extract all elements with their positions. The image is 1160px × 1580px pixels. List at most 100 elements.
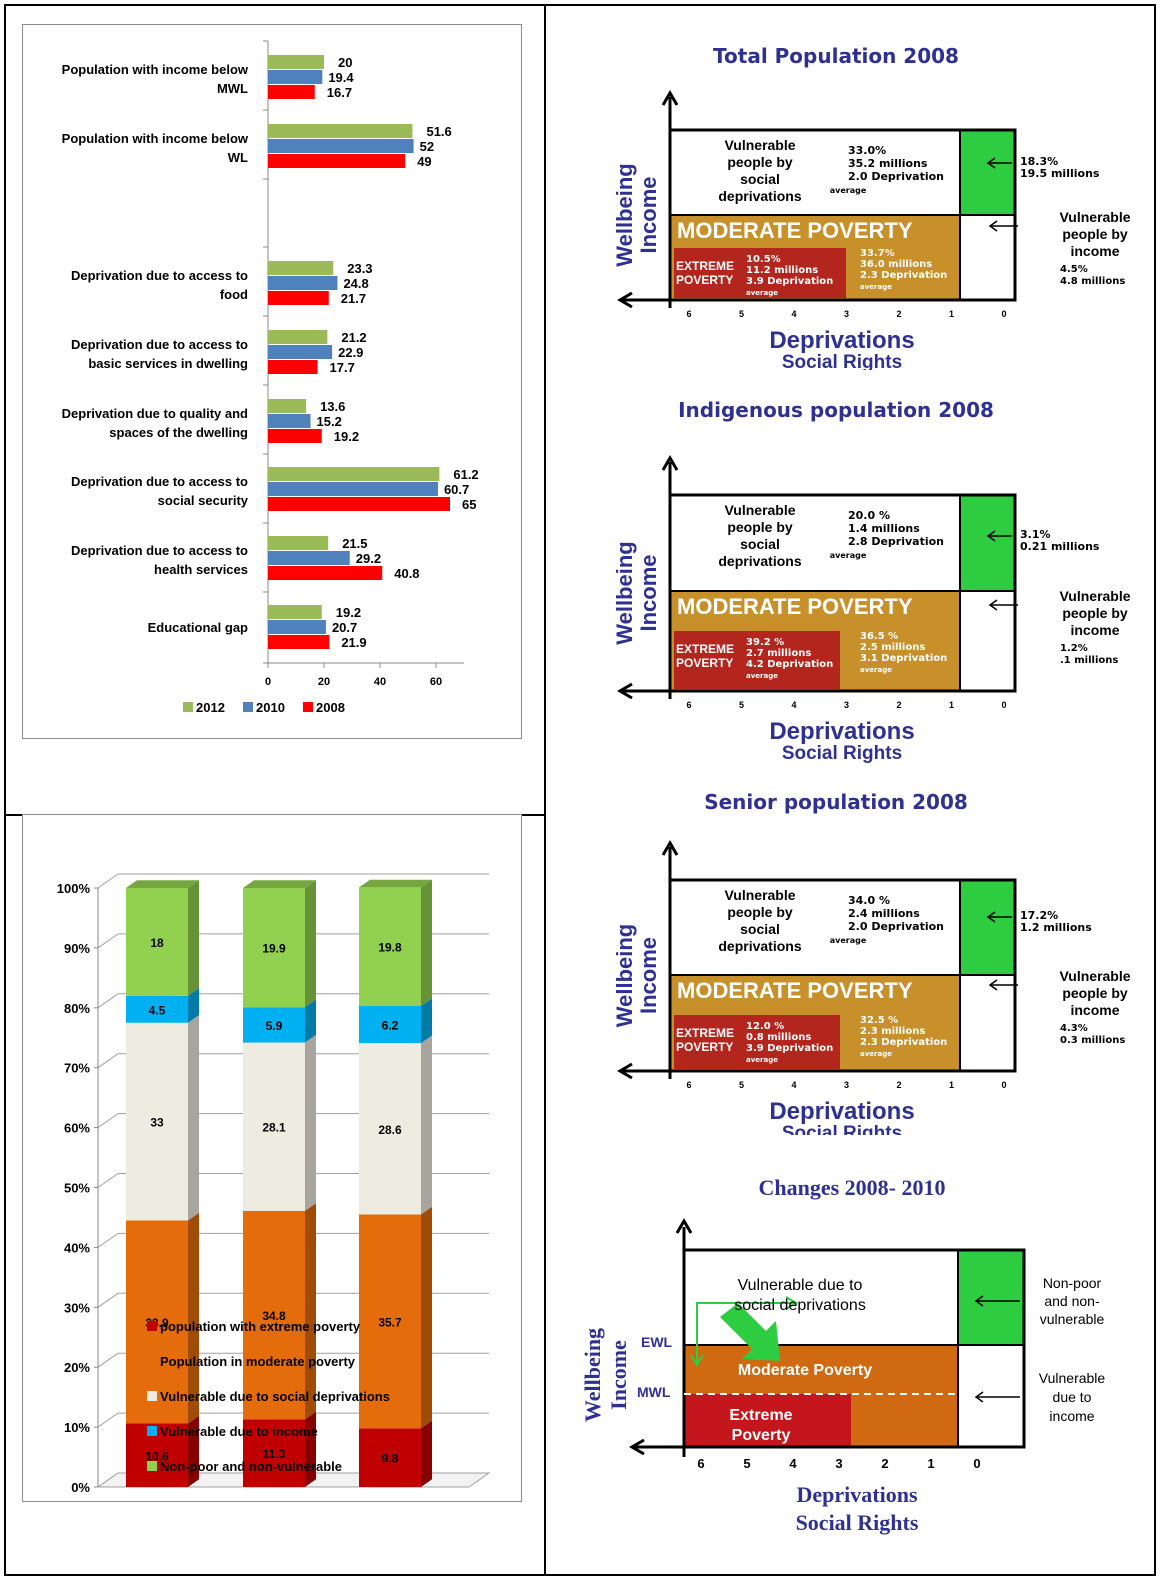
deprivation-tick: 4 bbox=[791, 1080, 796, 1090]
vulnerable-social-label: deprivations bbox=[718, 938, 801, 954]
vulnerable-social-label: Vulnerable due to bbox=[738, 1277, 863, 1294]
vulnerable-income-label: Vulnerable bbox=[1059, 968, 1130, 984]
bar-side-1 bbox=[305, 1203, 316, 1420]
y-axis-label: Wellbeing bbox=[612, 541, 637, 645]
x-axis-label: Deprivations bbox=[797, 1482, 918, 1507]
moderate-poverty-stat: 2.3 Deprivation bbox=[860, 1037, 947, 1048]
arrow-head-left bbox=[617, 1062, 633, 1080]
deprivation-tick: 6 bbox=[686, 700, 691, 710]
extreme-poverty-stat: 0.8 millions bbox=[746, 1032, 811, 1043]
segment-label: 6.2 bbox=[382, 1019, 399, 1033]
diagram-indigenous-population: Indigenous population 2008Vulnerablepeop… bbox=[612, 398, 1131, 764]
moderate-poverty-stat: 36.5 % bbox=[860, 631, 898, 642]
deprivation-tick: 4 bbox=[791, 309, 796, 319]
bar-side-2 bbox=[421, 1035, 432, 1215]
bar-segment-2 bbox=[243, 1042, 305, 1211]
segment-label: 11.3 bbox=[263, 1447, 286, 1461]
vulnerable-social-label: people by bbox=[727, 904, 793, 920]
arrow-head-up bbox=[661, 840, 679, 856]
non-poor-stat: 1.2 millions bbox=[1020, 921, 1092, 934]
extreme-poverty-label: EXTREME bbox=[676, 259, 734, 273]
changes-title: Changes 2008- 2010 bbox=[758, 1175, 945, 1200]
pointer-arrow-head bbox=[974, 1295, 984, 1307]
extreme-poverty-label: POVERTY bbox=[676, 273, 733, 287]
bar-segment-1 bbox=[243, 1210, 305, 1420]
segment-label: 34.8 bbox=[262, 1309, 286, 1323]
x-axis-label: Social Rights bbox=[796, 1510, 919, 1535]
moderate-poverty-stat: 2.5 millions bbox=[860, 642, 925, 653]
data-label: 23.3 bbox=[347, 261, 372, 276]
y-axis-label-group: Wellbeing Income bbox=[612, 163, 661, 267]
y-tick-label: 40% bbox=[64, 1240, 90, 1255]
data-label: 65 bbox=[462, 497, 476, 512]
bar-2010 bbox=[268, 70, 323, 84]
deprivation-tick: 5 bbox=[739, 309, 744, 319]
bar-2012 bbox=[268, 330, 328, 344]
bar-2012 bbox=[268, 399, 307, 413]
segment-label: 9.8 bbox=[382, 1452, 399, 1466]
data-label: 60.7 bbox=[444, 482, 469, 497]
non-poor-stat: 19.5 millions bbox=[1020, 167, 1100, 180]
vulnerable-social-label: social bbox=[740, 921, 780, 937]
vulnerable-social-label: Vulnerable bbox=[724, 137, 795, 153]
y-axis-label-group: Wellbeing Income bbox=[612, 541, 661, 645]
category-label: Deprivation due to access to bbox=[71, 337, 248, 352]
deprivation-tick: 1 bbox=[927, 1456, 934, 1471]
bar-segment-2 bbox=[359, 1043, 421, 1215]
bar-side-3 bbox=[188, 988, 199, 1023]
bar-side-2 bbox=[188, 1015, 199, 1221]
vulnerable-social-label: deprivations bbox=[718, 553, 801, 569]
y-tick-label: 70% bbox=[64, 1061, 90, 1076]
category-label: Deprivation due to access to bbox=[71, 474, 248, 489]
legend-swatch bbox=[147, 1426, 157, 1436]
vulnerable-income-label: people by bbox=[1062, 226, 1128, 242]
bar-2010 bbox=[268, 276, 338, 290]
data-label: 21.9 bbox=[341, 635, 366, 650]
extreme-poverty-region bbox=[674, 1015, 840, 1069]
data-label: 13.6 bbox=[320, 399, 345, 414]
gridline-depth bbox=[97, 1173, 119, 1188]
gridline-depth bbox=[97, 1232, 119, 1248]
moderate-poverty-label: Moderate Poverty bbox=[738, 1362, 872, 1379]
non-poor-region bbox=[960, 495, 1015, 591]
category-label: basic services in dwelling bbox=[88, 356, 248, 371]
arrow-head-up bbox=[661, 455, 679, 471]
bar-2012 bbox=[268, 536, 329, 550]
pointer-arrow-head bbox=[986, 157, 996, 169]
deprivation-tick: 2 bbox=[896, 1080, 901, 1090]
legend-swatch bbox=[147, 1321, 157, 1331]
deprivation-tick: 2 bbox=[896, 309, 901, 319]
legend-swatch bbox=[147, 1391, 157, 1401]
deprivation-tick: 3 bbox=[844, 700, 849, 710]
category-label: health services bbox=[154, 562, 248, 577]
gridline-depth bbox=[97, 1352, 119, 1368]
data-label: 52 bbox=[420, 139, 434, 154]
extreme-poverty-stat: 4.2 Deprivation bbox=[746, 659, 833, 670]
deprivation-tick: 5 bbox=[743, 1456, 750, 1471]
bar-2012 bbox=[268, 467, 440, 481]
vulnerable-social-region bbox=[670, 880, 960, 975]
non-poor-stat: 17.2% bbox=[1020, 909, 1058, 922]
data-label: 22.9 bbox=[338, 345, 363, 360]
deprivation-tick: 5 bbox=[739, 700, 744, 710]
moderate-poverty-stat: 33.7% bbox=[860, 248, 895, 259]
bar-2008 bbox=[268, 635, 330, 649]
extreme-poverty-label: Poverty bbox=[732, 1427, 791, 1444]
vulnerable-income-label: people by bbox=[1062, 605, 1128, 621]
arrow-head-left bbox=[629, 1438, 645, 1456]
vulnerable-income-stat: 4.8 millions bbox=[1060, 276, 1125, 287]
segment-label: 18 bbox=[150, 936, 164, 950]
y-tick-label: 30% bbox=[64, 1300, 90, 1315]
vulnerable-social-label: Vulnerable bbox=[724, 502, 795, 518]
gridline-depth bbox=[97, 993, 119, 1009]
data-label: 61.2 bbox=[453, 467, 478, 482]
extreme-poverty-stat: 3.9 Deprivation bbox=[746, 276, 833, 287]
extreme-poverty-stat: average bbox=[746, 672, 778, 680]
diagram-changes-2008-2010: Changes 2008- 2010 Vulnerable due to socia… bbox=[580, 1175, 1105, 1535]
x-axis-label: Social Rights bbox=[782, 743, 902, 764]
non-poor-stat: 3.1% bbox=[1020, 528, 1051, 541]
legend-label: Non-poor and non-vulnerable bbox=[160, 1459, 342, 1474]
extreme-poverty-stat: average bbox=[746, 1056, 778, 1064]
bar-2010 bbox=[268, 551, 350, 565]
